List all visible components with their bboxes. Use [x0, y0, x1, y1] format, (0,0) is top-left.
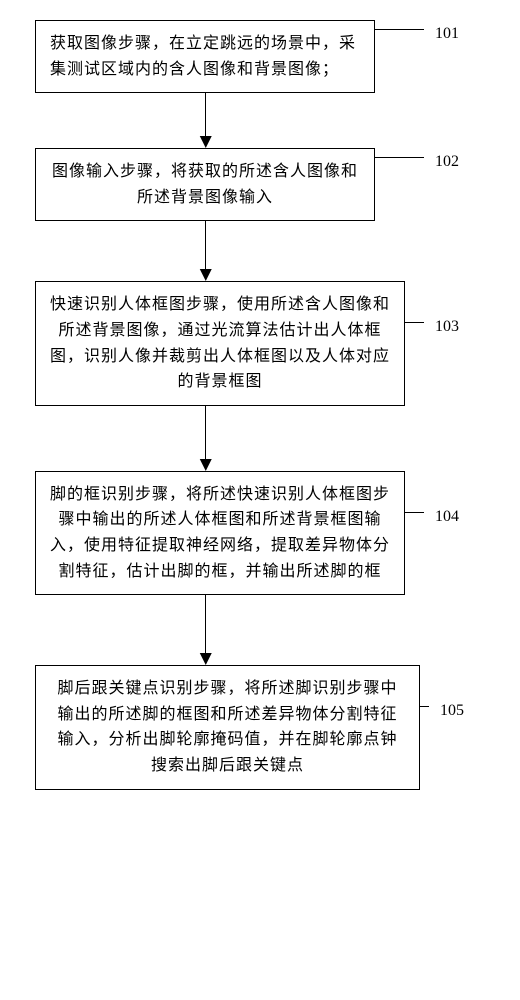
node-label: 105 — [440, 698, 464, 724]
node-label: 104 — [435, 504, 459, 530]
flowchart-node: 获取图像步骤，在立定跳远的场景中，采集测试区域内的含人图像和背景图像； 101 — [35, 20, 375, 93]
node-text: 图像输入步骤，将获取的所述含人图像和所述背景图像输入 — [52, 163, 358, 206]
flowchart-node: 图像输入步骤，将获取的所述含人图像和所述背景图像输入 102 — [35, 148, 375, 221]
node-text: 脚后跟关键点识别步骤，将所述脚识别步骤中输出的所述脚的框图和所述差异物体分割特征… — [57, 680, 397, 774]
node-text: 脚的框识别步骤，将所述快速识别人体框图步骤中输出的所述人体框图和所述背景框图输入… — [50, 486, 390, 580]
node-label: 101 — [435, 21, 459, 47]
label-connector — [374, 29, 424, 30]
flowchart-arrow — [35, 595, 485, 665]
label-connector — [404, 322, 424, 323]
flowchart-arrow — [35, 221, 485, 281]
flowchart-container: 获取图像步骤，在立定跳远的场景中，采集测试区域内的含人图像和背景图像； 101 … — [35, 20, 485, 790]
node-text: 快速识别人体框图步骤，使用所述含人图像和所述背景图像，通过光流算法估计出人体框图… — [50, 296, 390, 390]
flowchart-node: 脚的框识别步骤，将所述快速识别人体框图步骤中输出的所述人体框图和所述背景框图输入… — [35, 471, 405, 595]
node-label: 103 — [435, 314, 459, 340]
flowchart-arrow — [35, 406, 485, 471]
node-label: 102 — [435, 149, 459, 175]
label-connector — [404, 512, 424, 513]
flowchart-arrow — [35, 93, 485, 148]
label-connector — [419, 706, 429, 707]
flowchart-node: 快速识别人体框图步骤，使用所述含人图像和所述背景图像，通过光流算法估计出人体框图… — [35, 281, 405, 405]
flowchart-node: 脚后跟关键点识别步骤，将所述脚识别步骤中输出的所述脚的框图和所述差异物体分割特征… — [35, 665, 420, 789]
label-connector — [374, 157, 424, 158]
node-text: 获取图像步骤，在立定跳远的场景中，采集测试区域内的含人图像和背景图像； — [50, 35, 356, 78]
